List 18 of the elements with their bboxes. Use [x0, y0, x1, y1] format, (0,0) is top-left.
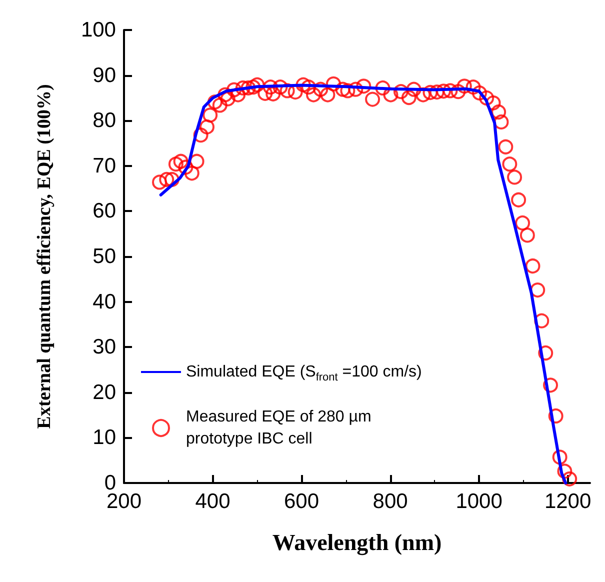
x-tick-label: 600 — [284, 490, 320, 513]
x-tick-label: 1200 — [544, 490, 592, 513]
y-axis-title: External quantum efficiency, EQE (100%) — [34, 84, 55, 429]
x-tick-label: 800 — [372, 490, 408, 513]
x-axis-title: Wavelength (nm) — [272, 530, 442, 556]
y-tick-label: 10 — [92, 426, 116, 450]
legend-label: Measured EQE of 280 µm prototype IBC cell — [186, 408, 372, 448]
y-tick-label: 80 — [92, 109, 116, 132]
y-tick-label: 70 — [92, 154, 116, 178]
y-tick-label: 30 — [92, 336, 116, 359]
x-tick-label: 1000 — [456, 490, 502, 513]
y-tick-label: 60 — [92, 200, 116, 223]
x-tick-label: 400 — [195, 490, 230, 513]
y-tick-label: 50 — [92, 245, 116, 268]
y-tick-label: 90 — [92, 64, 116, 87]
y-tick-label: 40 — [92, 290, 116, 314]
y-tick-label: 20 — [92, 380, 116, 404]
y-tick-label: 100 — [80, 18, 116, 42]
